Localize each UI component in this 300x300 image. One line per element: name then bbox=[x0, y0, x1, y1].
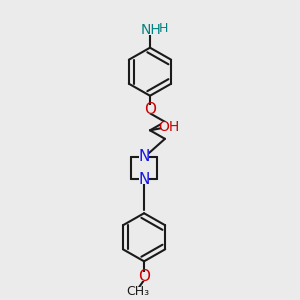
Bar bbox=[161, 122, 176, 131]
Bar bbox=[139, 176, 149, 184]
Bar bbox=[139, 272, 149, 281]
Text: CH₃: CH₃ bbox=[127, 285, 150, 298]
Text: N: N bbox=[138, 172, 150, 188]
Bar bbox=[144, 26, 159, 34]
Text: H: H bbox=[158, 22, 168, 34]
Text: NH: NH bbox=[141, 23, 162, 37]
Text: N: N bbox=[138, 149, 150, 164]
Text: OH: OH bbox=[158, 120, 179, 134]
Bar bbox=[145, 105, 155, 114]
Text: O: O bbox=[144, 102, 156, 117]
Bar bbox=[128, 287, 148, 296]
Bar bbox=[139, 152, 149, 161]
Text: O: O bbox=[138, 269, 150, 284]
